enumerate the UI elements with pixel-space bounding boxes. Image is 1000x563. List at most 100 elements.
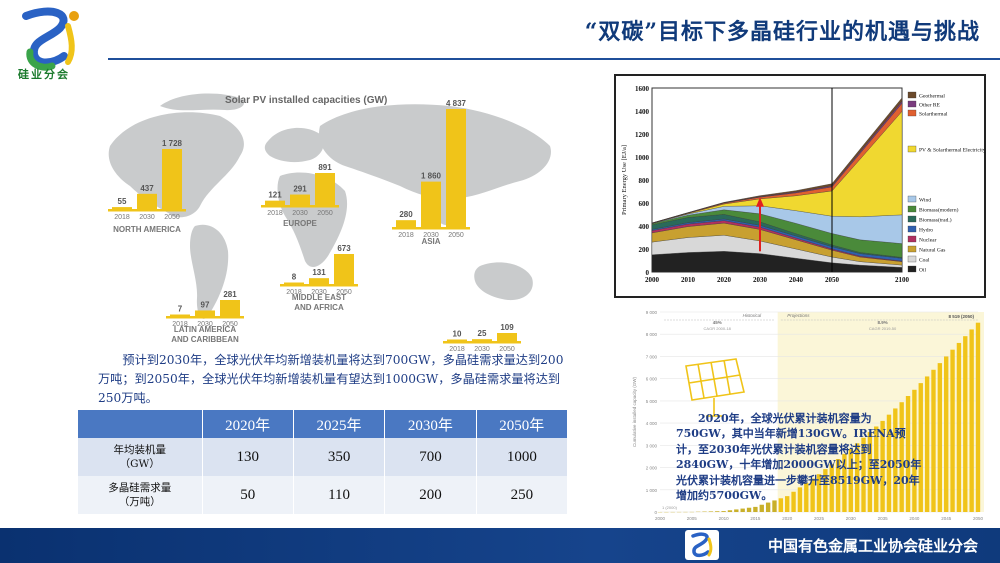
page-title: “双碳”目标下多晶硅行业的机遇与挑战 <box>584 19 980 45</box>
region-bar <box>220 300 240 316</box>
solar-panel-icon <box>685 358 745 417</box>
x-tick-label: 2100 <box>895 276 910 284</box>
region-name: NORTH AMERICA <box>113 225 181 234</box>
table-cell: 1000 <box>476 438 569 476</box>
capacity-bar <box>912 389 917 512</box>
bar-year-label: 2050 <box>499 346 515 353</box>
legend-label: Other RE <box>919 103 941 109</box>
capacity-bar <box>893 408 898 512</box>
region-baseline <box>166 316 244 319</box>
capacity-bar <box>963 336 968 512</box>
legend-swatch <box>907 235 917 243</box>
y-tick-label: 400 <box>639 223 650 231</box>
region-bar <box>162 149 182 209</box>
legend-label: Nuclear <box>919 238 937 244</box>
capacity-bar <box>931 369 936 512</box>
capacity-bar <box>734 509 739 512</box>
x-tick-label: 2045 <box>941 516 952 521</box>
y-tick-label: 1600 <box>635 85 650 93</box>
capacity-bar <box>867 432 873 512</box>
region-baseline <box>280 284 358 287</box>
x-tick-label: 2030 <box>846 516 857 521</box>
summary-paragraph: 预计到2030年，全球光伏年均新增装机量将达到700GW，多晶硅需求量达到200… <box>98 353 564 405</box>
row-label-text: 年均装机量 <box>113 444 167 456</box>
cumulative-capacity-chart: 0 1 000 2 000 3 000 4 000 5 000 6 000 7 000 8 00… <box>626 304 988 532</box>
annotation-2050-value: 8 519 (2050) <box>948 314 974 319</box>
region-bar <box>284 282 304 284</box>
capacity-bar <box>810 478 815 512</box>
region-bar <box>309 278 329 284</box>
region-bar <box>421 181 441 227</box>
capacity-bar <box>708 511 714 512</box>
y-tick-label: 6 000 <box>646 377 658 382</box>
capacity-bar <box>791 491 796 512</box>
title-divider <box>108 58 1000 60</box>
legend-swatch <box>907 245 917 253</box>
bar-value-label: 10 <box>453 330 462 339</box>
x-tick-label: 2010 <box>681 276 696 284</box>
region-name: MIDDLE EAST <box>292 293 346 302</box>
bar-value-label: 4 837 <box>446 99 467 108</box>
y-tick-label: 200 <box>639 246 650 254</box>
x-tick-label: 2050 <box>825 276 840 284</box>
solar-panel-outline <box>685 358 745 417</box>
capacity-bar <box>899 402 904 512</box>
table-cell: 50 <box>202 476 294 514</box>
annotation-projections: Projections <box>787 313 810 318</box>
region-bar <box>265 200 285 205</box>
capacity-bar <box>835 459 841 512</box>
energy-mix-chart: 0 200 400 600 800 1000 1200 1400 1600 2000 2010 202… <box>614 74 986 298</box>
region-name: LATIN AMERICA <box>174 325 236 334</box>
forecast-table: 2020年 2025年 2030年 2050年 年均装机量 （GW） 130 35… <box>78 410 569 514</box>
annotation-cagr1-value: 45% <box>713 320 722 325</box>
table-header-cell <box>78 410 203 438</box>
capacity-bar <box>778 498 784 512</box>
table-cell: 700 <box>384 438 477 476</box>
bar-value-label: 7 <box>178 305 183 314</box>
y-tick-label: 0 <box>654 510 657 515</box>
region-bar <box>396 220 416 227</box>
legend-label: Natural Gas <box>919 248 945 254</box>
region-name: ASIA <box>421 237 440 246</box>
y-axis-label: Primary Energy Use [EJ/a] <box>621 145 628 215</box>
capacity-bar <box>797 487 803 512</box>
company-logo <box>22 7 79 71</box>
legend-label: PV & Solarthermal Electricity <box>919 148 984 154</box>
arrow-head <box>756 197 764 207</box>
region-name: EUROPE <box>283 219 317 228</box>
y-tick-label: 0 <box>646 269 650 277</box>
legend-label: Solarthermal <box>919 112 948 118</box>
bar-year-label: 2018 <box>267 210 283 217</box>
bar-year-label: 2050 <box>317 210 333 217</box>
capacity-bar <box>880 420 885 512</box>
bar-value-label: 437 <box>140 184 154 193</box>
table-cell: 110 <box>293 476 386 514</box>
bar-value-label: 291 <box>293 185 307 194</box>
region-name: AND CARIBBEAN <box>171 335 239 344</box>
legend-swatch <box>907 205 917 213</box>
region-bar <box>112 207 132 209</box>
table-header-cell: 2025年 <box>293 410 386 438</box>
y-tick-label: 1400 <box>635 108 650 116</box>
table-header-cell: 2050年 <box>476 410 569 438</box>
capacity-bar <box>918 383 923 512</box>
bar-year-label: 2030 <box>311 289 327 296</box>
legend-label: Coal <box>919 258 930 264</box>
y-tick-label: 5 000 <box>646 399 658 404</box>
annotation-historical: Historical <box>743 313 763 318</box>
capacity-bar <box>746 507 752 512</box>
row-label: 多晶硅需求量 （万吨） <box>78 476 203 514</box>
map-title: Solar PV installed capacities (GW) <box>225 95 388 106</box>
bar-value-label: 281 <box>223 290 237 299</box>
capacity-bar <box>759 504 764 512</box>
region-bar <box>290 194 310 205</box>
legend-swatch <box>907 195 917 203</box>
bar-value-label: 280 <box>399 210 413 219</box>
legend-swatch <box>907 265 917 273</box>
table-cell: 130 <box>202 438 294 476</box>
region-bar <box>446 109 466 227</box>
capacity-bar <box>969 329 974 512</box>
capacity-bar <box>772 500 777 512</box>
